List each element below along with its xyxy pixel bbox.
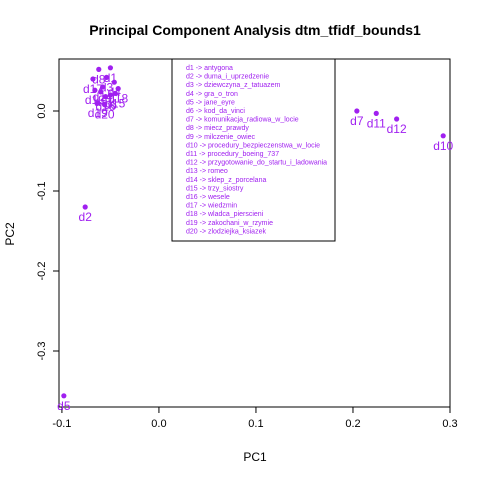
data-points: d1d2d3d4d5d6d7d8d9d10d11d12d13d14d15d16d… <box>57 65 454 413</box>
legend-entry: d13 -> romeo <box>186 168 228 175</box>
x-tick-label: 0.3 <box>442 418 457 430</box>
legend-entry: d19 -> zakochani_w_rzymie <box>186 220 273 227</box>
point-label-d19: d19 <box>88 106 108 120</box>
point-label-d7: d7 <box>350 114 364 128</box>
y-tick-label: -0.1 <box>36 182 48 201</box>
y-tick-label: -0.2 <box>36 262 48 281</box>
data-point-d8 <box>96 66 102 72</box>
data-point-d17 <box>90 76 96 82</box>
data-point-d7 <box>354 108 360 114</box>
data-point-d16 <box>102 94 109 100</box>
data-point-d4 <box>111 79 117 85</box>
legend-entry: d11 -> procedury_boeing_737 <box>186 151 279 158</box>
legend-entry: d7 -> komunikacja_radiowa_w_locie <box>186 117 299 124</box>
data-point-d12 <box>394 116 400 122</box>
legend: d1 -> antygona d2 -> duma_i_uprzedzenied3… <box>171 58 336 242</box>
data-point-d18 <box>115 86 121 92</box>
data-point-d6 <box>107 92 114 98</box>
legend-entry: d1 -> antygona <box>186 65 233 72</box>
legend-entry: d2 -> duma_i_uprzedzenie <box>186 74 269 81</box>
data-point-d3 <box>103 74 110 80</box>
legend-entry: d15 -> trzy_siostry <box>186 185 244 192</box>
point-label-d3: d3 <box>100 80 114 94</box>
legend-entry: d4 -> gra_o_tron <box>186 91 238 98</box>
point-label-d18: d18 <box>108 92 128 106</box>
y-axis-label: PC2 <box>3 222 17 246</box>
x-tick-label: 0.2 <box>345 418 360 430</box>
legend-box <box>171 58 336 242</box>
y-tick-label: 0.0 <box>36 103 48 118</box>
x-tick-label: -0.1 <box>52 418 71 430</box>
x-tick-label: 0.1 <box>248 418 263 430</box>
point-label-d6: d6 <box>104 98 118 112</box>
data-point-d13 <box>92 87 98 93</box>
legend-entry: d10 -> procedury_bezpieczenstwa_w_locie <box>186 142 320 149</box>
point-label-d10: d10 <box>433 139 453 153</box>
legend-entry: d9 -> milczenie_owiec <box>186 134 256 141</box>
point-label-d11: d11 <box>367 116 386 130</box>
legend-entry: d8 -> miecz_prawdy <box>186 125 249 132</box>
data-point-d20 <box>102 102 108 108</box>
point-label-d15: d15 <box>105 96 125 110</box>
legend-entry: d14 -> sklep_z_porcelana <box>186 177 266 184</box>
x-tick-label: 0.0 <box>151 418 166 430</box>
point-label-d12: d12 <box>387 122 407 136</box>
legend-entry: d6 -> kod_da_vinci <box>186 108 245 115</box>
point-label-d8: d8 <box>92 72 106 86</box>
legend-entry: d12 -> przygotowanie_do_startu_i_ladowan… <box>186 160 327 167</box>
legend-entry: d17 -> wiedzmin <box>186 203 237 210</box>
data-point-d15 <box>112 90 118 96</box>
chart-title: Principal Component Analysis dtm_tfidf_b… <box>89 22 421 38</box>
data-point-d2 <box>82 204 88 210</box>
legend-entry: d3 -> dziewczyna_z_tatuazem <box>186 82 281 89</box>
y-axis: 0.0 -0.1 -0.2 -0.3 <box>36 103 59 360</box>
data-point-d10 <box>440 133 446 139</box>
data-point-d19 <box>95 100 101 106</box>
point-label-d5: d5 <box>57 399 71 413</box>
data-point-d1 <box>107 65 114 71</box>
legend-entry: d18 -> wladca_pierscieni <box>186 211 264 218</box>
x-axis: -0.1 0.0 0.1 0.2 0.3 <box>52 407 458 430</box>
point-label-d2: d2 <box>79 210 93 224</box>
legend-entry: d16 -> wesele <box>186 194 230 201</box>
data-point-d9 <box>98 89 104 95</box>
data-point-d14 <box>100 84 106 90</box>
data-point-d11 <box>373 110 379 116</box>
legend-entry: d5 -> jane_eyre <box>186 99 235 106</box>
y-tick-label: -0.3 <box>36 342 48 361</box>
legend-entry: d20 -> zlodziejka_ksiazek <box>186 228 266 235</box>
data-point-d5 <box>61 393 67 399</box>
point-label-d17: d17 <box>83 82 103 96</box>
x-axis-label: PC1 <box>243 450 267 464</box>
point-label-d20: d20 <box>95 108 115 122</box>
